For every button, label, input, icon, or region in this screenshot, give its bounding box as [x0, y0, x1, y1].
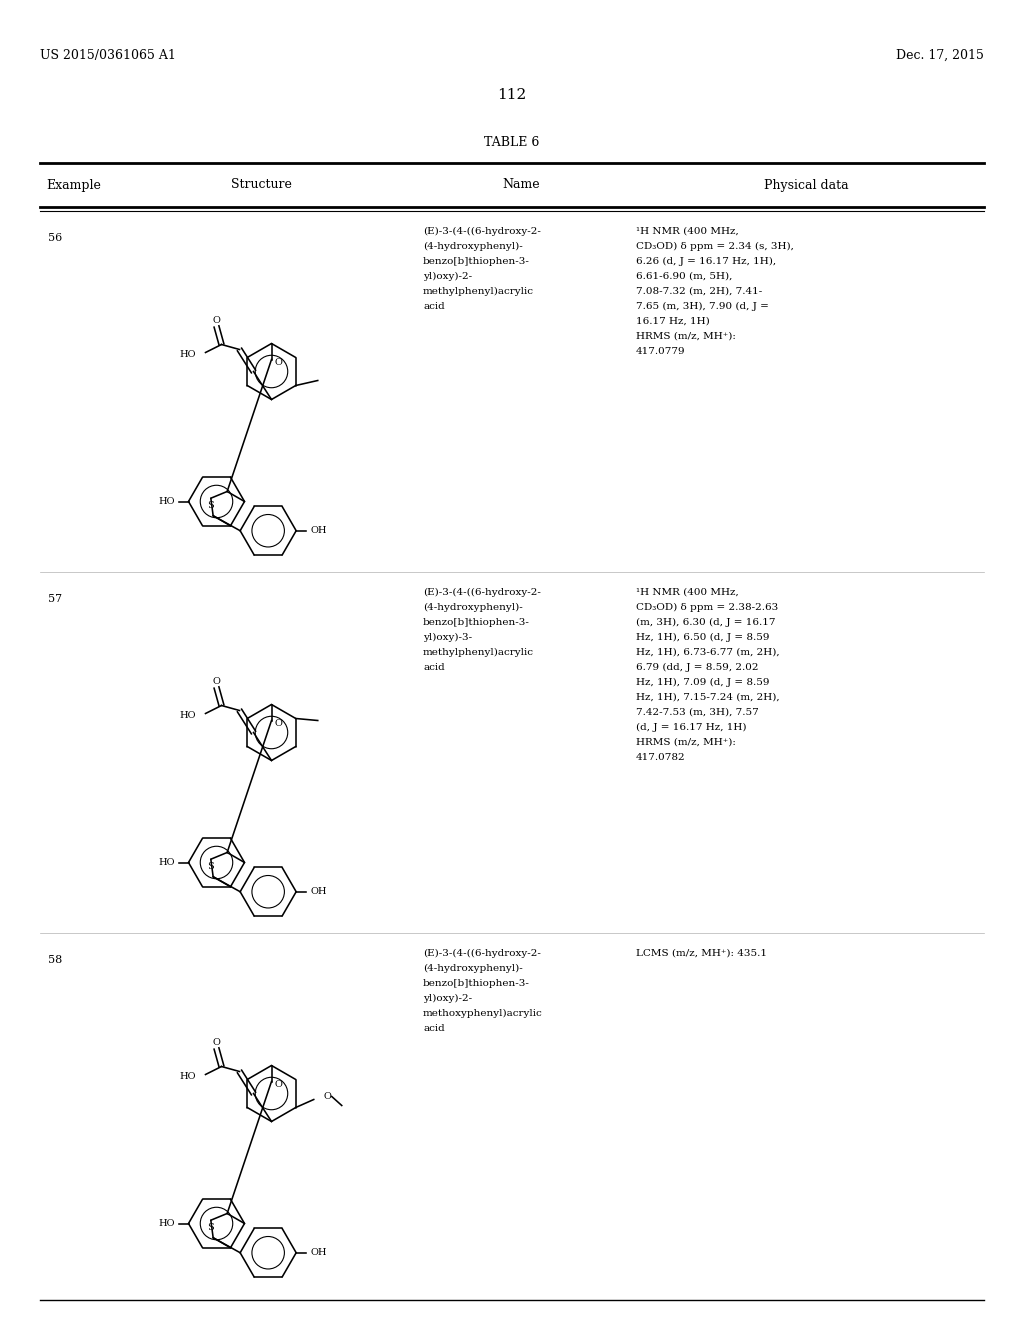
Text: yl)oxy)-2-: yl)oxy)-2- [423, 272, 472, 281]
Text: Name: Name [503, 178, 541, 191]
Text: 6.26 (d, J = 16.17 Hz, 1H),: 6.26 (d, J = 16.17 Hz, 1H), [636, 257, 776, 267]
Text: O: O [213, 1038, 220, 1047]
Text: (4-hydroxyphenyl)-: (4-hydroxyphenyl)- [423, 964, 522, 973]
Text: O: O [274, 358, 283, 367]
Text: OH: OH [310, 527, 327, 535]
Text: CD₃OD) δ ppm = 2.38-2.63: CD₃OD) δ ppm = 2.38-2.63 [636, 603, 778, 612]
Text: 417.0782: 417.0782 [636, 752, 686, 762]
Text: HO: HO [179, 711, 196, 719]
Text: O: O [213, 677, 220, 686]
Text: 112: 112 [498, 88, 526, 102]
Text: 7.08-7.32 (m, 2H), 7.41-: 7.08-7.32 (m, 2H), 7.41- [636, 286, 762, 296]
Text: (4-hydroxyphenyl)-: (4-hydroxyphenyl)- [423, 242, 522, 251]
Text: O: O [324, 1092, 332, 1101]
Text: Hz, 1H), 6.50 (d, J = 8.59: Hz, 1H), 6.50 (d, J = 8.59 [636, 634, 769, 642]
Text: 6.61-6.90 (m, 5H),: 6.61-6.90 (m, 5H), [636, 272, 732, 281]
Text: OH: OH [310, 887, 327, 896]
Text: US 2015/0361065 A1: US 2015/0361065 A1 [40, 49, 176, 62]
Text: LCMS (m/z, MH⁺): 435.1: LCMS (m/z, MH⁺): 435.1 [636, 949, 767, 958]
Text: yl)oxy)-2-: yl)oxy)-2- [423, 994, 472, 1003]
Text: (d, J = 16.17 Hz, 1H): (d, J = 16.17 Hz, 1H) [636, 723, 746, 733]
Text: HO: HO [158, 858, 174, 867]
Text: HO: HO [179, 1072, 196, 1081]
Text: OH: OH [310, 1249, 327, 1257]
Text: 57: 57 [48, 594, 62, 605]
Text: 56: 56 [48, 234, 62, 243]
Text: acid: acid [423, 302, 444, 312]
Text: methylphenyl)acrylic: methylphenyl)acrylic [423, 648, 534, 657]
Text: O: O [274, 1080, 283, 1089]
Text: acid: acid [423, 1024, 444, 1034]
Text: benzo[b]thiophen-3-: benzo[b]thiophen-3- [423, 257, 529, 267]
Text: Example: Example [46, 178, 101, 191]
Text: HO: HO [179, 350, 196, 359]
Text: Hz, 1H), 6.73-6.77 (m, 2H),: Hz, 1H), 6.73-6.77 (m, 2H), [636, 648, 779, 657]
Text: Dec. 17, 2015: Dec. 17, 2015 [896, 49, 984, 62]
Text: 6.79 (dd, J = 8.59, 2.02: 6.79 (dd, J = 8.59, 2.02 [636, 663, 759, 672]
Text: Structure: Structure [231, 178, 292, 191]
Text: (E)-3-(4-((6-hydroxy-2-: (E)-3-(4-((6-hydroxy-2- [423, 227, 541, 236]
Text: benzo[b]thiophen-3-: benzo[b]thiophen-3- [423, 979, 529, 987]
Text: Physical data: Physical data [764, 178, 848, 191]
Text: TABLE 6: TABLE 6 [484, 136, 540, 149]
Text: S: S [208, 862, 214, 871]
Text: 417.0779: 417.0779 [636, 347, 686, 356]
Text: (E)-3-(4-((6-hydroxy-2-: (E)-3-(4-((6-hydroxy-2- [423, 949, 541, 958]
Text: yl)oxy)-3-: yl)oxy)-3- [423, 634, 472, 642]
Text: S: S [208, 1222, 214, 1232]
Text: Hz, 1H), 7.15-7.24 (m, 2H),: Hz, 1H), 7.15-7.24 (m, 2H), [636, 693, 779, 702]
Text: benzo[b]thiophen-3-: benzo[b]thiophen-3- [423, 618, 529, 627]
Text: acid: acid [423, 663, 444, 672]
Text: CD₃OD) δ ppm = 2.34 (s, 3H),: CD₃OD) δ ppm = 2.34 (s, 3H), [636, 242, 794, 251]
Text: S: S [208, 500, 214, 510]
Text: ¹H NMR (400 MHz,: ¹H NMR (400 MHz, [636, 227, 738, 236]
Text: HRMS (m/z, MH⁺):: HRMS (m/z, MH⁺): [636, 333, 736, 341]
Text: (m, 3H), 6.30 (d, J = 16.17: (m, 3H), 6.30 (d, J = 16.17 [636, 618, 775, 627]
Text: O: O [213, 315, 220, 325]
Text: ¹H NMR (400 MHz,: ¹H NMR (400 MHz, [636, 587, 738, 597]
Text: 7.42-7.53 (m, 3H), 7.57: 7.42-7.53 (m, 3H), 7.57 [636, 708, 759, 717]
Text: 58: 58 [48, 954, 62, 965]
Text: HRMS (m/z, MH⁺):: HRMS (m/z, MH⁺): [636, 738, 736, 747]
Text: HO: HO [158, 498, 174, 506]
Text: (E)-3-(4-((6-hydroxy-2-: (E)-3-(4-((6-hydroxy-2- [423, 587, 541, 597]
Text: methoxyphenyl)acrylic: methoxyphenyl)acrylic [423, 1008, 543, 1018]
Text: O: O [274, 719, 283, 729]
Text: HO: HO [158, 1218, 174, 1228]
Text: 16.17 Hz, 1H): 16.17 Hz, 1H) [636, 317, 710, 326]
Text: methylphenyl)acrylic: methylphenyl)acrylic [423, 286, 534, 296]
Text: (4-hydroxyphenyl)-: (4-hydroxyphenyl)- [423, 603, 522, 612]
Text: 7.65 (m, 3H), 7.90 (d, J =: 7.65 (m, 3H), 7.90 (d, J = [636, 302, 769, 312]
Text: Hz, 1H), 7.09 (d, J = 8.59: Hz, 1H), 7.09 (d, J = 8.59 [636, 678, 769, 688]
